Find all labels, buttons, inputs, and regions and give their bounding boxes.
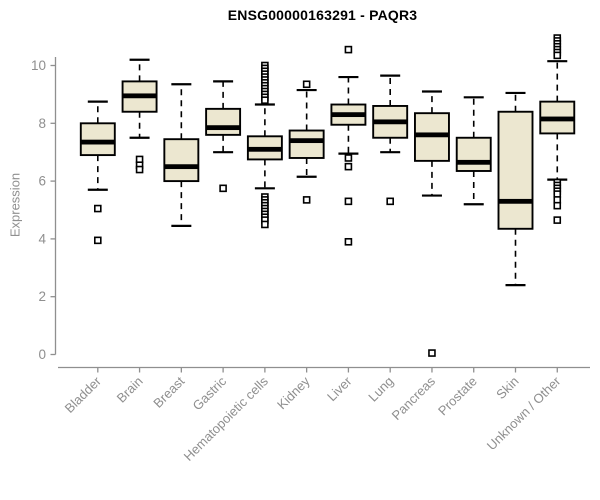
box-lung [372, 74, 409, 206]
iqr-box [497, 110, 534, 230]
x-tick-label: Breast [150, 373, 187, 410]
outlier-point [553, 201, 562, 210]
median-line [331, 112, 366, 118]
outlier-point [553, 51, 562, 60]
iqr-box [205, 107, 242, 136]
x-tick-label: Liver [324, 373, 355, 404]
outlier-point [94, 204, 102, 213]
median-line [206, 125, 241, 131]
outlier-point [344, 45, 353, 54]
outlier-point [261, 220, 269, 229]
median-line [456, 159, 491, 165]
x-tick-label: Gastric [190, 373, 230, 413]
x-tick-label: Brain [114, 374, 146, 406]
outlier-point [261, 96, 269, 104]
median-line [498, 198, 533, 204]
y-tick-label: 0 [38, 347, 46, 362]
outlier-point [386, 197, 394, 206]
median-line [164, 164, 199, 170]
outlier-point [428, 349, 436, 357]
median-line [414, 132, 449, 138]
median-line [80, 139, 115, 145]
x-tick-label: Bladder [62, 373, 105, 416]
median-line [373, 119, 408, 125]
y-tick-label: 10 [31, 58, 46, 73]
box-skin [497, 91, 534, 287]
box-gastric [205, 80, 242, 193]
x-tick-label: Kidney [274, 373, 313, 412]
iqr-box [163, 138, 200, 183]
box-breast [163, 83, 200, 227]
median-line [122, 93, 157, 99]
x-tick-label: Lung [365, 374, 396, 405]
box-pancreas [414, 90, 450, 357]
x-tick-label: Skin [493, 374, 521, 402]
outlier-point [302, 196, 311, 204]
box-hematopoietic-cells [246, 61, 283, 229]
box-unknown-other [539, 34, 576, 224]
chart-title: ENSG00000163291 - PAQR3 [227, 7, 418, 23]
box-brain [121, 58, 158, 174]
x-tick-label: Unknown / Other [484, 373, 564, 453]
outlier-point [553, 216, 562, 224]
box-kidney [288, 80, 325, 204]
iqr-box [455, 136, 492, 172]
x-tick-label: Prostate [435, 374, 480, 419]
median-line [289, 138, 324, 144]
outlier-point [344, 154, 353, 162]
iqr-box [79, 122, 116, 157]
outlier-point [302, 80, 311, 89]
box-bladder [79, 100, 116, 245]
box-prostate [455, 96, 492, 206]
outlier-point [344, 197, 353, 206]
box-liver [330, 45, 367, 246]
outlier-point [135, 165, 144, 174]
outlier-point [94, 236, 102, 245]
y-tick-label: 4 [38, 231, 46, 246]
outlier-point [344, 162, 353, 171]
y-axis: 0 2 4 6 8 10 [31, 57, 57, 362]
median-line [247, 146, 282, 152]
iqr-box [288, 129, 325, 159]
x-tick-label: Pancreas [389, 373, 439, 423]
y-tick-label: 2 [38, 289, 46, 304]
y-tick-label: 6 [38, 174, 46, 189]
outlier-point [219, 184, 227, 193]
median-line [540, 116, 575, 122]
y-tick-label: 8 [38, 116, 46, 131]
outlier-point [344, 237, 353, 246]
